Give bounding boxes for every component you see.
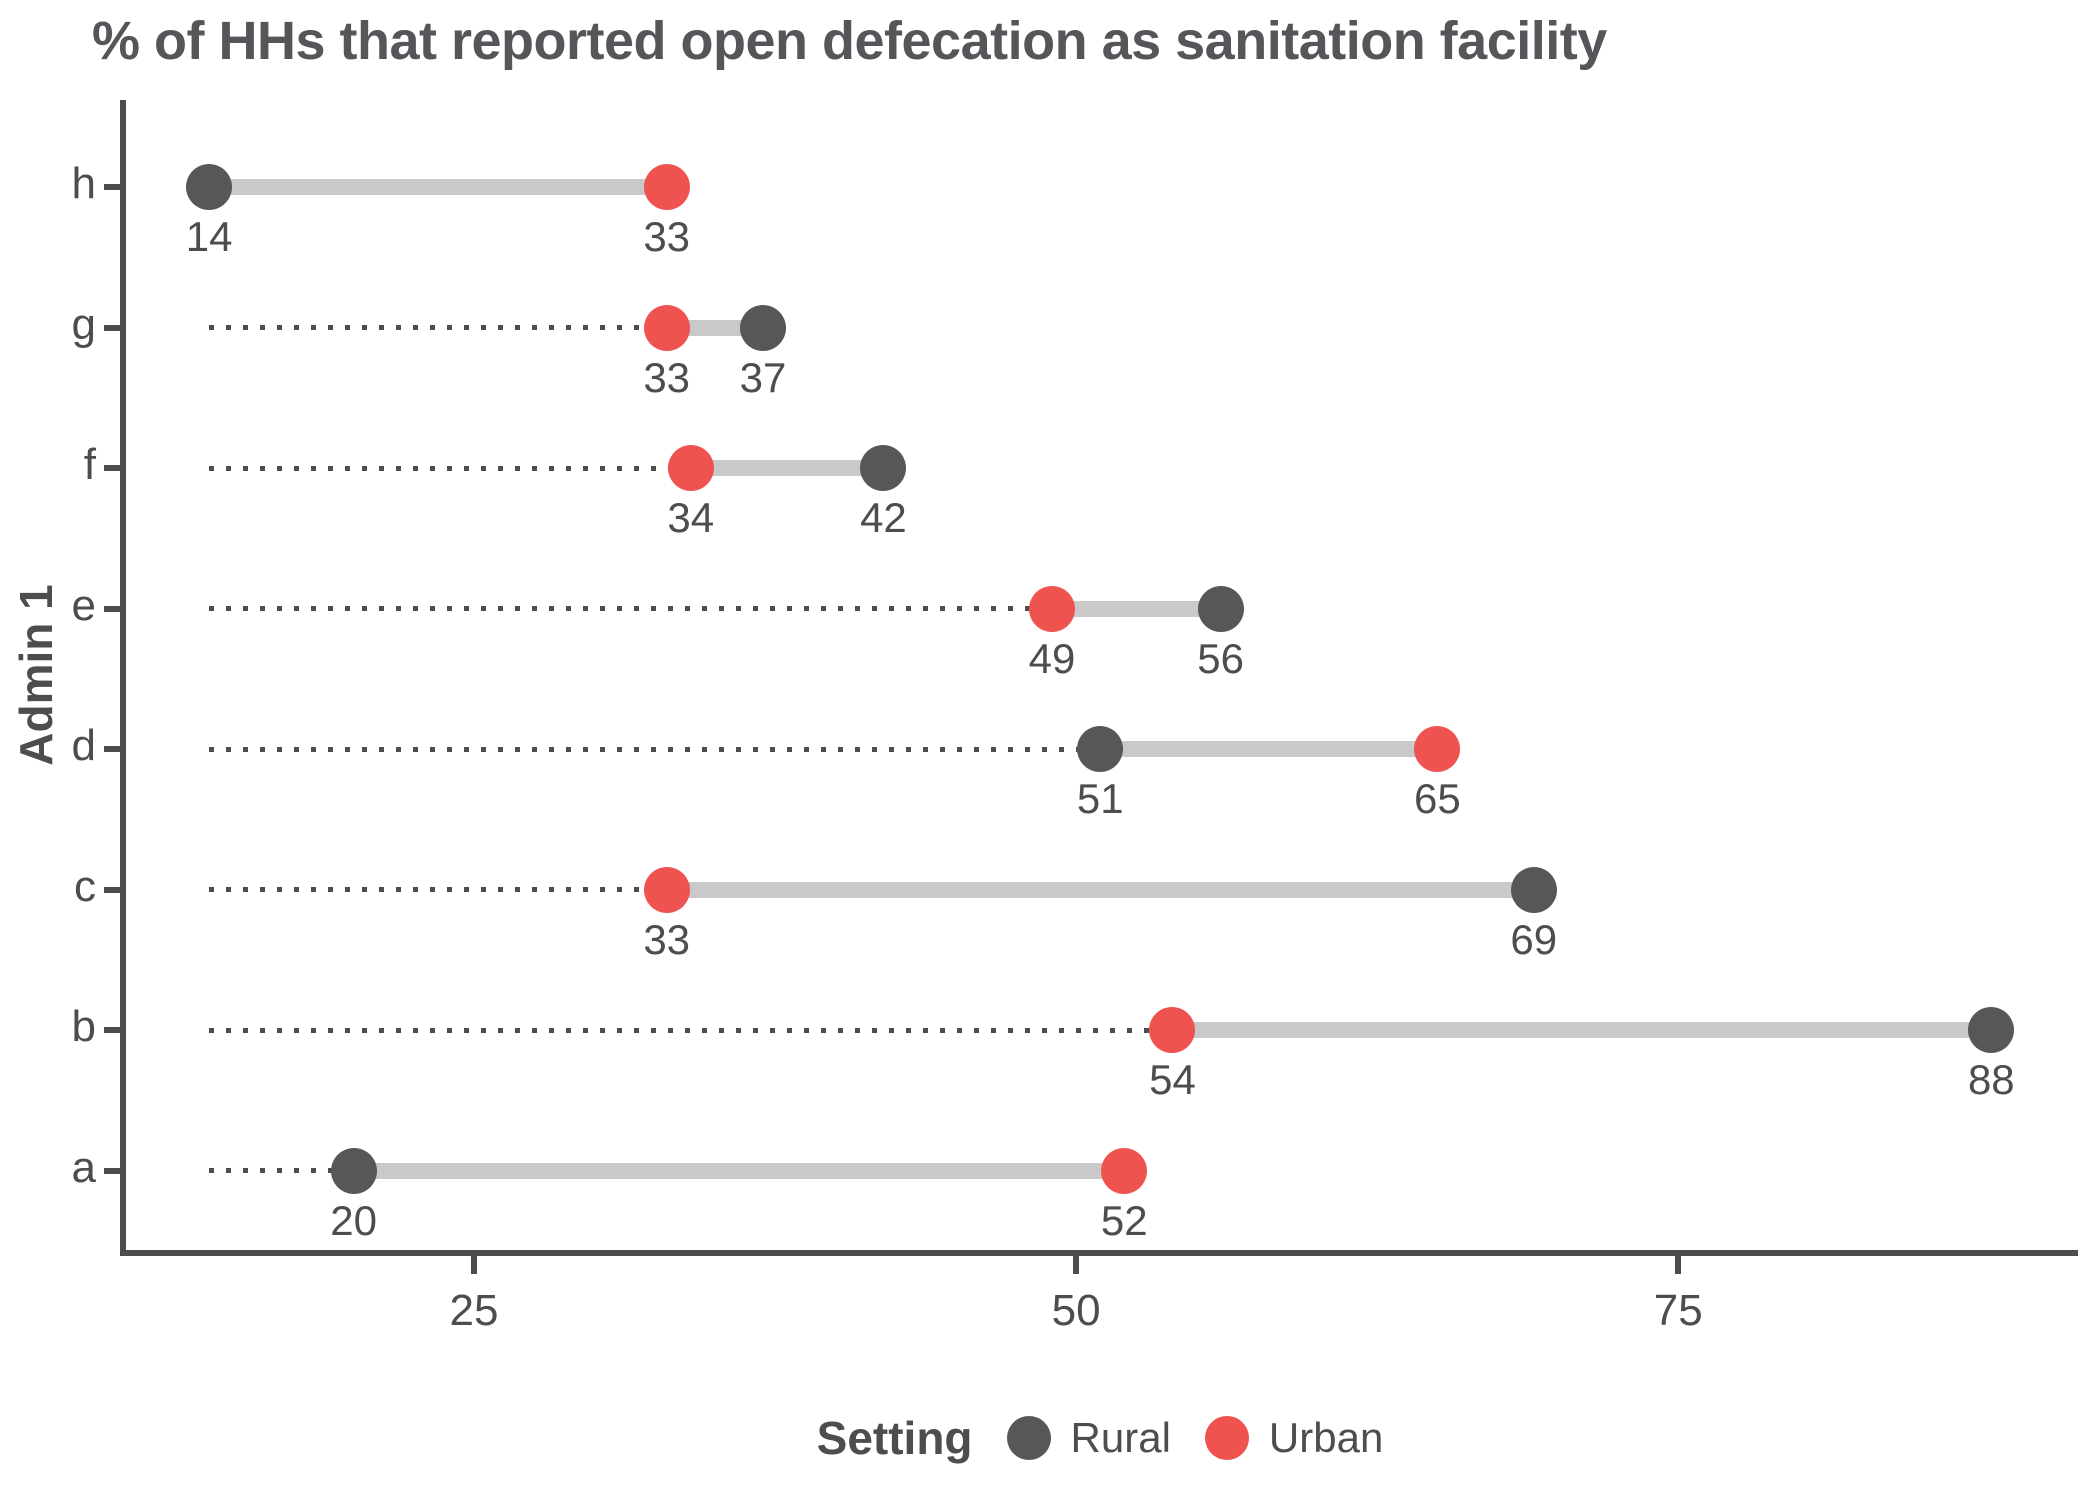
urban-dot bbox=[667, 445, 714, 491]
value-label: 65 bbox=[1414, 775, 1461, 822]
urban-dot bbox=[1101, 1147, 1148, 1194]
y-axis-line bbox=[120, 100, 126, 1256]
urban-dot bbox=[1029, 585, 1076, 632]
urban-dot bbox=[643, 164, 690, 210]
y-tick-label: c bbox=[74, 861, 96, 911]
rural-dot bbox=[740, 304, 787, 351]
x-axis-line bbox=[120, 1250, 2078, 1256]
value-label: 56 bbox=[1197, 634, 1244, 682]
x-tick bbox=[1073, 1256, 1080, 1274]
value-label: 14 bbox=[185, 213, 233, 260]
urban-dot bbox=[1149, 1007, 1196, 1053]
legend-item-urban: Urban bbox=[1204, 1414, 1384, 1462]
leader-line bbox=[209, 887, 667, 892]
rural-dot bbox=[1077, 726, 1124, 772]
dumbbell-connector bbox=[666, 881, 1534, 898]
y-tick-label: d bbox=[71, 721, 96, 770]
y-tick-label: a bbox=[71, 1142, 96, 1192]
value-label: 37 bbox=[739, 353, 787, 401]
value-label: 33 bbox=[643, 915, 691, 963]
x-tick bbox=[471, 1256, 478, 1274]
y-tick bbox=[104, 605, 120, 612]
rural-dot bbox=[330, 1147, 377, 1194]
legend-item-rural: Rural bbox=[1006, 1414, 1171, 1462]
urban-dot-icon bbox=[1204, 1416, 1249, 1460]
y-tick bbox=[104, 746, 120, 752]
dumbbell-connector bbox=[690, 460, 884, 476]
value-label: 33 bbox=[643, 213, 691, 260]
dumbbell-connector bbox=[666, 319, 764, 336]
dumbbell-connector bbox=[1100, 741, 1438, 757]
y-tick bbox=[104, 324, 120, 331]
dumbbell-connector bbox=[1052, 600, 1221, 617]
value-label: 54 bbox=[1149, 1056, 1196, 1103]
value-label: 42 bbox=[860, 494, 907, 541]
legend-title: Setting bbox=[816, 1412, 973, 1464]
dumbbell-connector bbox=[1172, 1022, 1992, 1038]
rural-dot-icon bbox=[1006, 1416, 1051, 1460]
leader-line bbox=[209, 1027, 1173, 1033]
y-tick-label: e bbox=[71, 580, 96, 630]
value-label: 33 bbox=[643, 353, 691, 401]
rural-dot bbox=[860, 445, 907, 491]
value-label: 52 bbox=[1100, 1196, 1148, 1244]
value-label: 49 bbox=[1028, 634, 1076, 682]
value-label: 34 bbox=[667, 494, 715, 541]
leader-line bbox=[209, 606, 1053, 611]
leader-line bbox=[209, 1168, 354, 1173]
y-tick-label: b bbox=[71, 1002, 96, 1051]
urban-dot bbox=[1414, 726, 1461, 772]
y-tick bbox=[104, 1167, 120, 1174]
rural-dot bbox=[1968, 1007, 2015, 1053]
x-tick-label: 50 bbox=[1051, 1286, 1101, 1335]
y-tick-label: h bbox=[71, 159, 96, 208]
dumbbell-connector bbox=[209, 179, 667, 195]
legend-label-rural: Rural bbox=[1070, 1414, 1171, 1461]
y-tick bbox=[104, 886, 120, 893]
leader-line bbox=[209, 325, 667, 330]
leader-line bbox=[209, 465, 691, 471]
y-tick bbox=[104, 184, 120, 190]
value-label: 51 bbox=[1076, 775, 1124, 822]
y-tick-label: f bbox=[83, 440, 96, 489]
legend-label-urban: Urban bbox=[1268, 1414, 1384, 1461]
value-label: 20 bbox=[330, 1196, 377, 1244]
leader-line bbox=[209, 746, 1101, 752]
rural-dot bbox=[1197, 585, 1244, 632]
y-tick bbox=[104, 1027, 120, 1033]
rural-dot bbox=[186, 164, 233, 210]
legend: Setting Rural Urban bbox=[100, 1398, 2100, 1478]
y-tick-label: g bbox=[71, 299, 96, 349]
x-tick-label: 25 bbox=[449, 1286, 499, 1335]
chart-title: % of HHs that reported open defecation a… bbox=[92, 11, 1607, 71]
x-tick bbox=[1675, 1256, 1682, 1274]
urban-dot bbox=[643, 304, 690, 351]
y-tick bbox=[104, 465, 120, 471]
value-label: 88 bbox=[1967, 1056, 2015, 1103]
urban-dot bbox=[643, 866, 690, 913]
value-label: 69 bbox=[1510, 915, 1558, 963]
rural-dot bbox=[1510, 866, 1557, 913]
x-tick-label: 75 bbox=[1653, 1286, 1703, 1335]
dumbbell-connector bbox=[353, 1162, 1125, 1179]
